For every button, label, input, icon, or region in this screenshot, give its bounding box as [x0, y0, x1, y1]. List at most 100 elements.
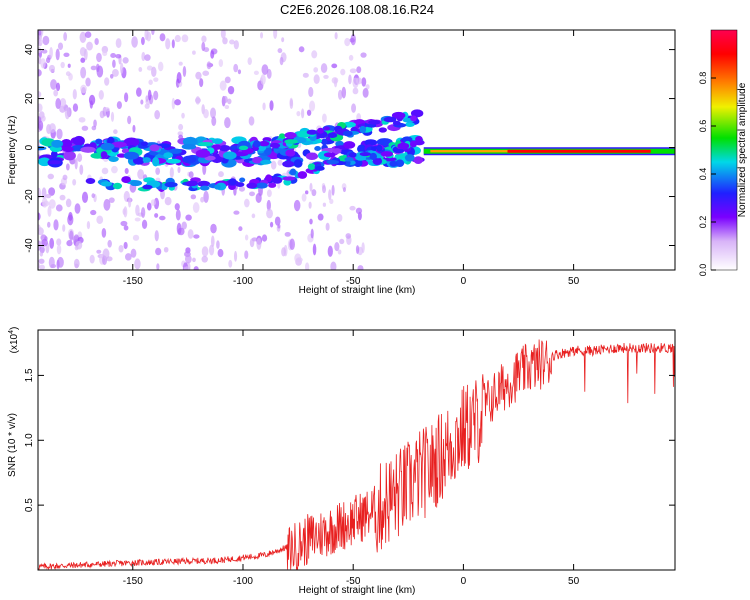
noise-speck	[345, 233, 351, 239]
noise-speck	[49, 238, 54, 249]
noise-speck	[155, 230, 159, 241]
noise-speck	[48, 174, 54, 180]
noise-speck	[174, 99, 181, 105]
noise-speck	[172, 98, 175, 109]
noise-speck	[128, 198, 131, 208]
noise-speck	[116, 38, 122, 48]
band-blob	[314, 146, 321, 151]
upper-branch-blob	[324, 126, 330, 130]
noise-speck	[202, 246, 209, 256]
noise-speck	[68, 64, 71, 68]
noise-speck	[113, 129, 118, 134]
noise-speck	[342, 87, 346, 99]
noise-speck	[63, 53, 69, 57]
noise-speck	[302, 193, 307, 201]
noise-speck	[62, 224, 65, 232]
noise-speck	[178, 228, 185, 236]
noise-speck	[75, 241, 82, 250]
lower-branch-blob	[298, 171, 307, 179]
noise-speck	[125, 168, 129, 174]
noise-speck	[60, 62, 64, 68]
y-tick-label: -20	[24, 189, 35, 204]
noise-speck	[210, 50, 214, 58]
lower-branch-blob	[282, 176, 295, 180]
upper-branch-blob	[284, 132, 296, 138]
noise-speck	[53, 219, 58, 230]
noise-speck	[356, 245, 359, 254]
noise-speck	[117, 101, 122, 109]
noise-speck	[177, 72, 182, 84]
noise-speck	[225, 105, 230, 109]
noise-speck	[278, 160, 283, 166]
noise-speck	[356, 66, 361, 73]
x-tick-label: 0	[461, 576, 467, 587]
noise-speck	[201, 256, 207, 263]
lower-branch-blob	[308, 163, 316, 170]
lower-branch-blob	[256, 182, 268, 188]
noise-speck	[38, 259, 44, 264]
noise-speck	[73, 89, 77, 100]
noise-speck	[158, 62, 163, 72]
noise-speck	[103, 107, 110, 112]
noise-speck	[79, 165, 83, 175]
noise-speck	[138, 67, 142, 72]
noise-speck	[111, 112, 114, 122]
noise-speck	[249, 116, 255, 125]
noise-speck	[178, 124, 183, 131]
y-tick-label: 1.0	[24, 433, 35, 447]
noise-speck	[329, 199, 333, 204]
lower-branch-blob	[86, 178, 96, 184]
noise-speck	[156, 263, 159, 270]
noise-speck	[144, 54, 150, 61]
noise-speck	[56, 129, 62, 140]
noise-speck	[360, 52, 366, 57]
band-blob	[389, 161, 397, 167]
band-blob	[152, 157, 159, 166]
band-blob	[212, 138, 223, 144]
upper-branch-blob	[359, 126, 366, 133]
band-blob	[260, 160, 271, 165]
lower-branch-blob	[376, 145, 382, 152]
lower-branch-blob	[214, 184, 220, 189]
noise-speck	[199, 78, 203, 87]
noise-speck	[192, 50, 196, 54]
noise-speck	[309, 219, 312, 225]
lower-branch-blob	[121, 176, 131, 183]
noise-speck	[57, 244, 62, 254]
lower-branch-blob	[397, 143, 409, 150]
noise-speck	[262, 64, 269, 75]
noise-speck	[75, 203, 81, 214]
noise-speck	[260, 32, 263, 38]
noise-speck	[262, 103, 265, 111]
noise-speck	[266, 209, 273, 219]
noise-speck	[103, 199, 110, 211]
noise-speck	[102, 50, 107, 56]
noise-speck	[125, 253, 132, 261]
noise-speck	[86, 42, 93, 51]
upper-branch-blob	[393, 121, 401, 126]
colorbar-tick-label: 0.6	[698, 120, 708, 133]
noise-speck	[41, 116, 46, 122]
noise-speck	[281, 37, 284, 42]
band-blob	[182, 144, 196, 150]
noise-speck	[39, 265, 45, 270]
noise-speck	[348, 75, 352, 85]
band-blob	[294, 159, 303, 167]
noise-speck	[191, 194, 196, 199]
noise-speck	[209, 245, 214, 256]
snr-plot-area	[38, 340, 675, 570]
noise-speck	[122, 57, 128, 63]
noise-speck	[210, 224, 217, 234]
band-blob	[141, 141, 148, 146]
noise-speck	[303, 73, 309, 78]
noise-speck	[244, 250, 248, 259]
noise-speck	[185, 214, 191, 220]
noise-speck	[93, 119, 97, 127]
noise-speck	[238, 226, 242, 231]
noise-speck	[233, 64, 238, 72]
lower-branch-blob	[200, 186, 210, 191]
noise-speck	[339, 239, 344, 244]
noise-speck	[179, 62, 183, 66]
noise-speck	[278, 48, 283, 53]
noise-speck	[135, 205, 139, 216]
